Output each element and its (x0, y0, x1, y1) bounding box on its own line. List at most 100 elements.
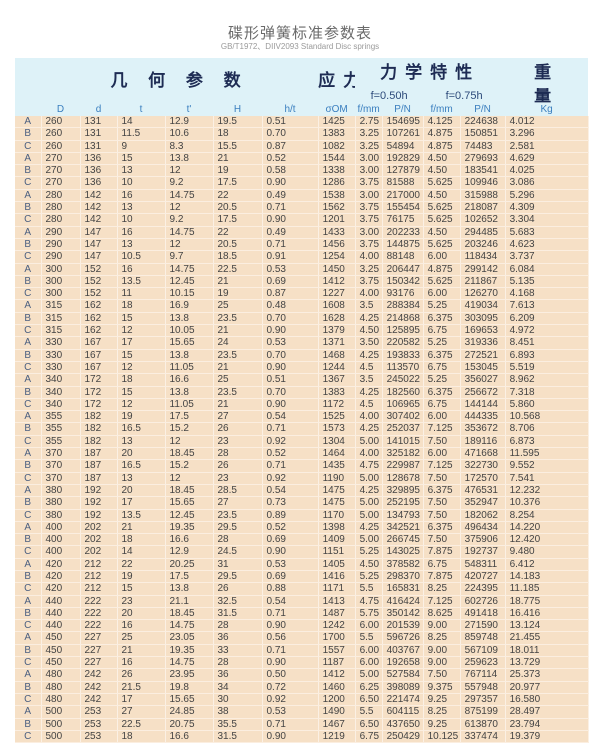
cell-d: 242 (80, 681, 118, 694)
cell-H: 19 (213, 164, 263, 178)
cell-f-075: 6.75 (423, 558, 461, 571)
cell-f-075: 7.125 (423, 459, 461, 473)
cell-d: 253 (80, 718, 118, 731)
cell-t-prime: 16.6 (165, 730, 214, 743)
cell-f-075: 7.875 (423, 545, 461, 559)
cell-kg: 7.318 (505, 386, 589, 399)
cell-grade: C (15, 730, 42, 743)
cell-t-prime: 15.2 (165, 459, 214, 473)
cell-t: 9 (117, 140, 166, 153)
cell-H: 21 (213, 398, 263, 412)
cell-t: 16 (117, 226, 166, 239)
table-row: A 370 187 20 18.45 28 0.52 1464 4.00 325182 6.00 47… (15, 447, 589, 461)
cell-h-over-t: 0.87 (262, 287, 319, 301)
cell-H: 23.5 (213, 349, 263, 362)
cell-H: 31.5 (213, 730, 263, 743)
cell-D: 440 (41, 595, 81, 608)
cell-p-075: 337474 (460, 730, 506, 743)
cell-H: 31.5 (213, 607, 263, 621)
cell-kg: 14.220 (505, 521, 589, 535)
weight-header-1: 重 (534, 63, 560, 82)
table-row: C 450 227 16 14.75 28 0.90 1187 6.00 192658 9.00 25… (15, 656, 589, 670)
cell-D: 420 (41, 582, 81, 596)
column-header-sigma-om: σOM (325, 104, 348, 115)
cell-d: 182 (80, 422, 118, 436)
cell-kg: 9.480 (505, 545, 589, 559)
cell-D: 355 (41, 435, 81, 449)
cell-f-075: 8.25 (423, 631, 461, 645)
cell-p-050: 252195 (382, 496, 424, 510)
cell-kg: 3.296 (505, 127, 589, 141)
cell-f-075: 5.25 (423, 299, 461, 313)
cell-D: 340 (41, 386, 81, 399)
cell-D: 420 (41, 558, 81, 571)
cell-t-prime: 16.6 (165, 533, 214, 547)
cell-D: 380 (41, 496, 81, 510)
cell-p-075: 224395 (460, 582, 506, 596)
table-row: B 260 131 11.5 10.6 18 0.70 1383 3.25 107261 4.875… (15, 127, 589, 141)
cell-p-050: 527584 (382, 668, 424, 682)
cell-f-050: 5.00 (355, 668, 383, 682)
cell-f-075: 8.625 (423, 607, 461, 621)
cell-d: 227 (80, 656, 118, 670)
cell-t: 19 (117, 570, 166, 584)
cell-h-over-t: 0.52 (262, 447, 319, 461)
cell-t: 13 (117, 472, 166, 485)
cell-f-050: 3.00 (355, 189, 383, 203)
cell-h-over-t: 0.70 (262, 127, 319, 141)
cell-d: 167 (80, 349, 118, 362)
cell-t-prime: 11.05 (165, 361, 214, 375)
cell-t-prime: 11.05 (165, 398, 214, 412)
cell-grade: C (15, 176, 42, 190)
cell-f-050: 3.00 (355, 152, 383, 166)
cell-p-050: 342521 (382, 521, 424, 535)
cell-sigma-om: 1468 (318, 349, 356, 362)
table-row: C 400 202 14 12.9 24.5 0.90 1151 5.25 143025 7.875… (15, 545, 589, 559)
cell-D: 270 (41, 176, 81, 190)
cell-f-075: 8.25 (423, 705, 461, 719)
column-header-h-over-t: h/t (284, 104, 296, 115)
cell-kg: 5.860 (505, 398, 589, 412)
cell-grade: A (15, 631, 42, 645)
cell-grade: B (15, 644, 42, 658)
cell-sigma-om: 1557 (318, 644, 356, 658)
cell-sigma-om: 1467 (318, 718, 356, 731)
cell-p-050: 154695 (382, 116, 424, 129)
cell-kg: 8.962 (505, 373, 589, 387)
cell-sigma-om: 1409 (318, 533, 356, 547)
cell-kg: 4.629 (505, 152, 589, 166)
cell-H: 28 (213, 619, 263, 633)
cell-p-050: 206447 (382, 263, 424, 276)
cell-d: 167 (80, 336, 118, 350)
cell-d: 147 (80, 226, 118, 239)
cell-grade: A (15, 447, 42, 461)
cell-sigma-om: 1304 (318, 435, 356, 449)
cell-H: 31 (213, 558, 263, 571)
cell-t: 13 (117, 238, 166, 252)
cell-d: 253 (80, 705, 118, 719)
cell-t: 23 (117, 595, 166, 608)
column-header-t-prime: t' (186, 104, 192, 115)
cell-H: 27 (213, 410, 263, 424)
cell-grade: A (15, 705, 42, 719)
cell-sigma-om: 1412 (318, 275, 356, 289)
cell-d: 222 (80, 619, 118, 633)
cell-h-over-t: 0.51 (262, 116, 319, 129)
cell-H: 20.5 (213, 238, 263, 252)
cell-p-075: 271590 (460, 619, 506, 633)
cell-d: 227 (80, 631, 118, 645)
cell-kg: 6.209 (505, 312, 589, 326)
cell-kg: 5.519 (505, 361, 589, 375)
cell-kg: 10.376 (505, 496, 589, 510)
cell-t: 15 (117, 349, 166, 362)
cell-f-075: 9.00 (423, 619, 461, 633)
cell-t: 16 (117, 619, 166, 633)
cell-p-050: 214868 (382, 312, 424, 326)
cell-t: 13 (117, 435, 166, 449)
cell-h-over-t: 0.58 (262, 164, 319, 178)
cell-f-075: 5.25 (423, 336, 461, 350)
cell-H: 25 (213, 373, 263, 387)
cell-H: 26 (213, 582, 263, 596)
cell-p-050: 220582 (382, 336, 424, 350)
cell-f-050: 5.00 (355, 472, 383, 485)
